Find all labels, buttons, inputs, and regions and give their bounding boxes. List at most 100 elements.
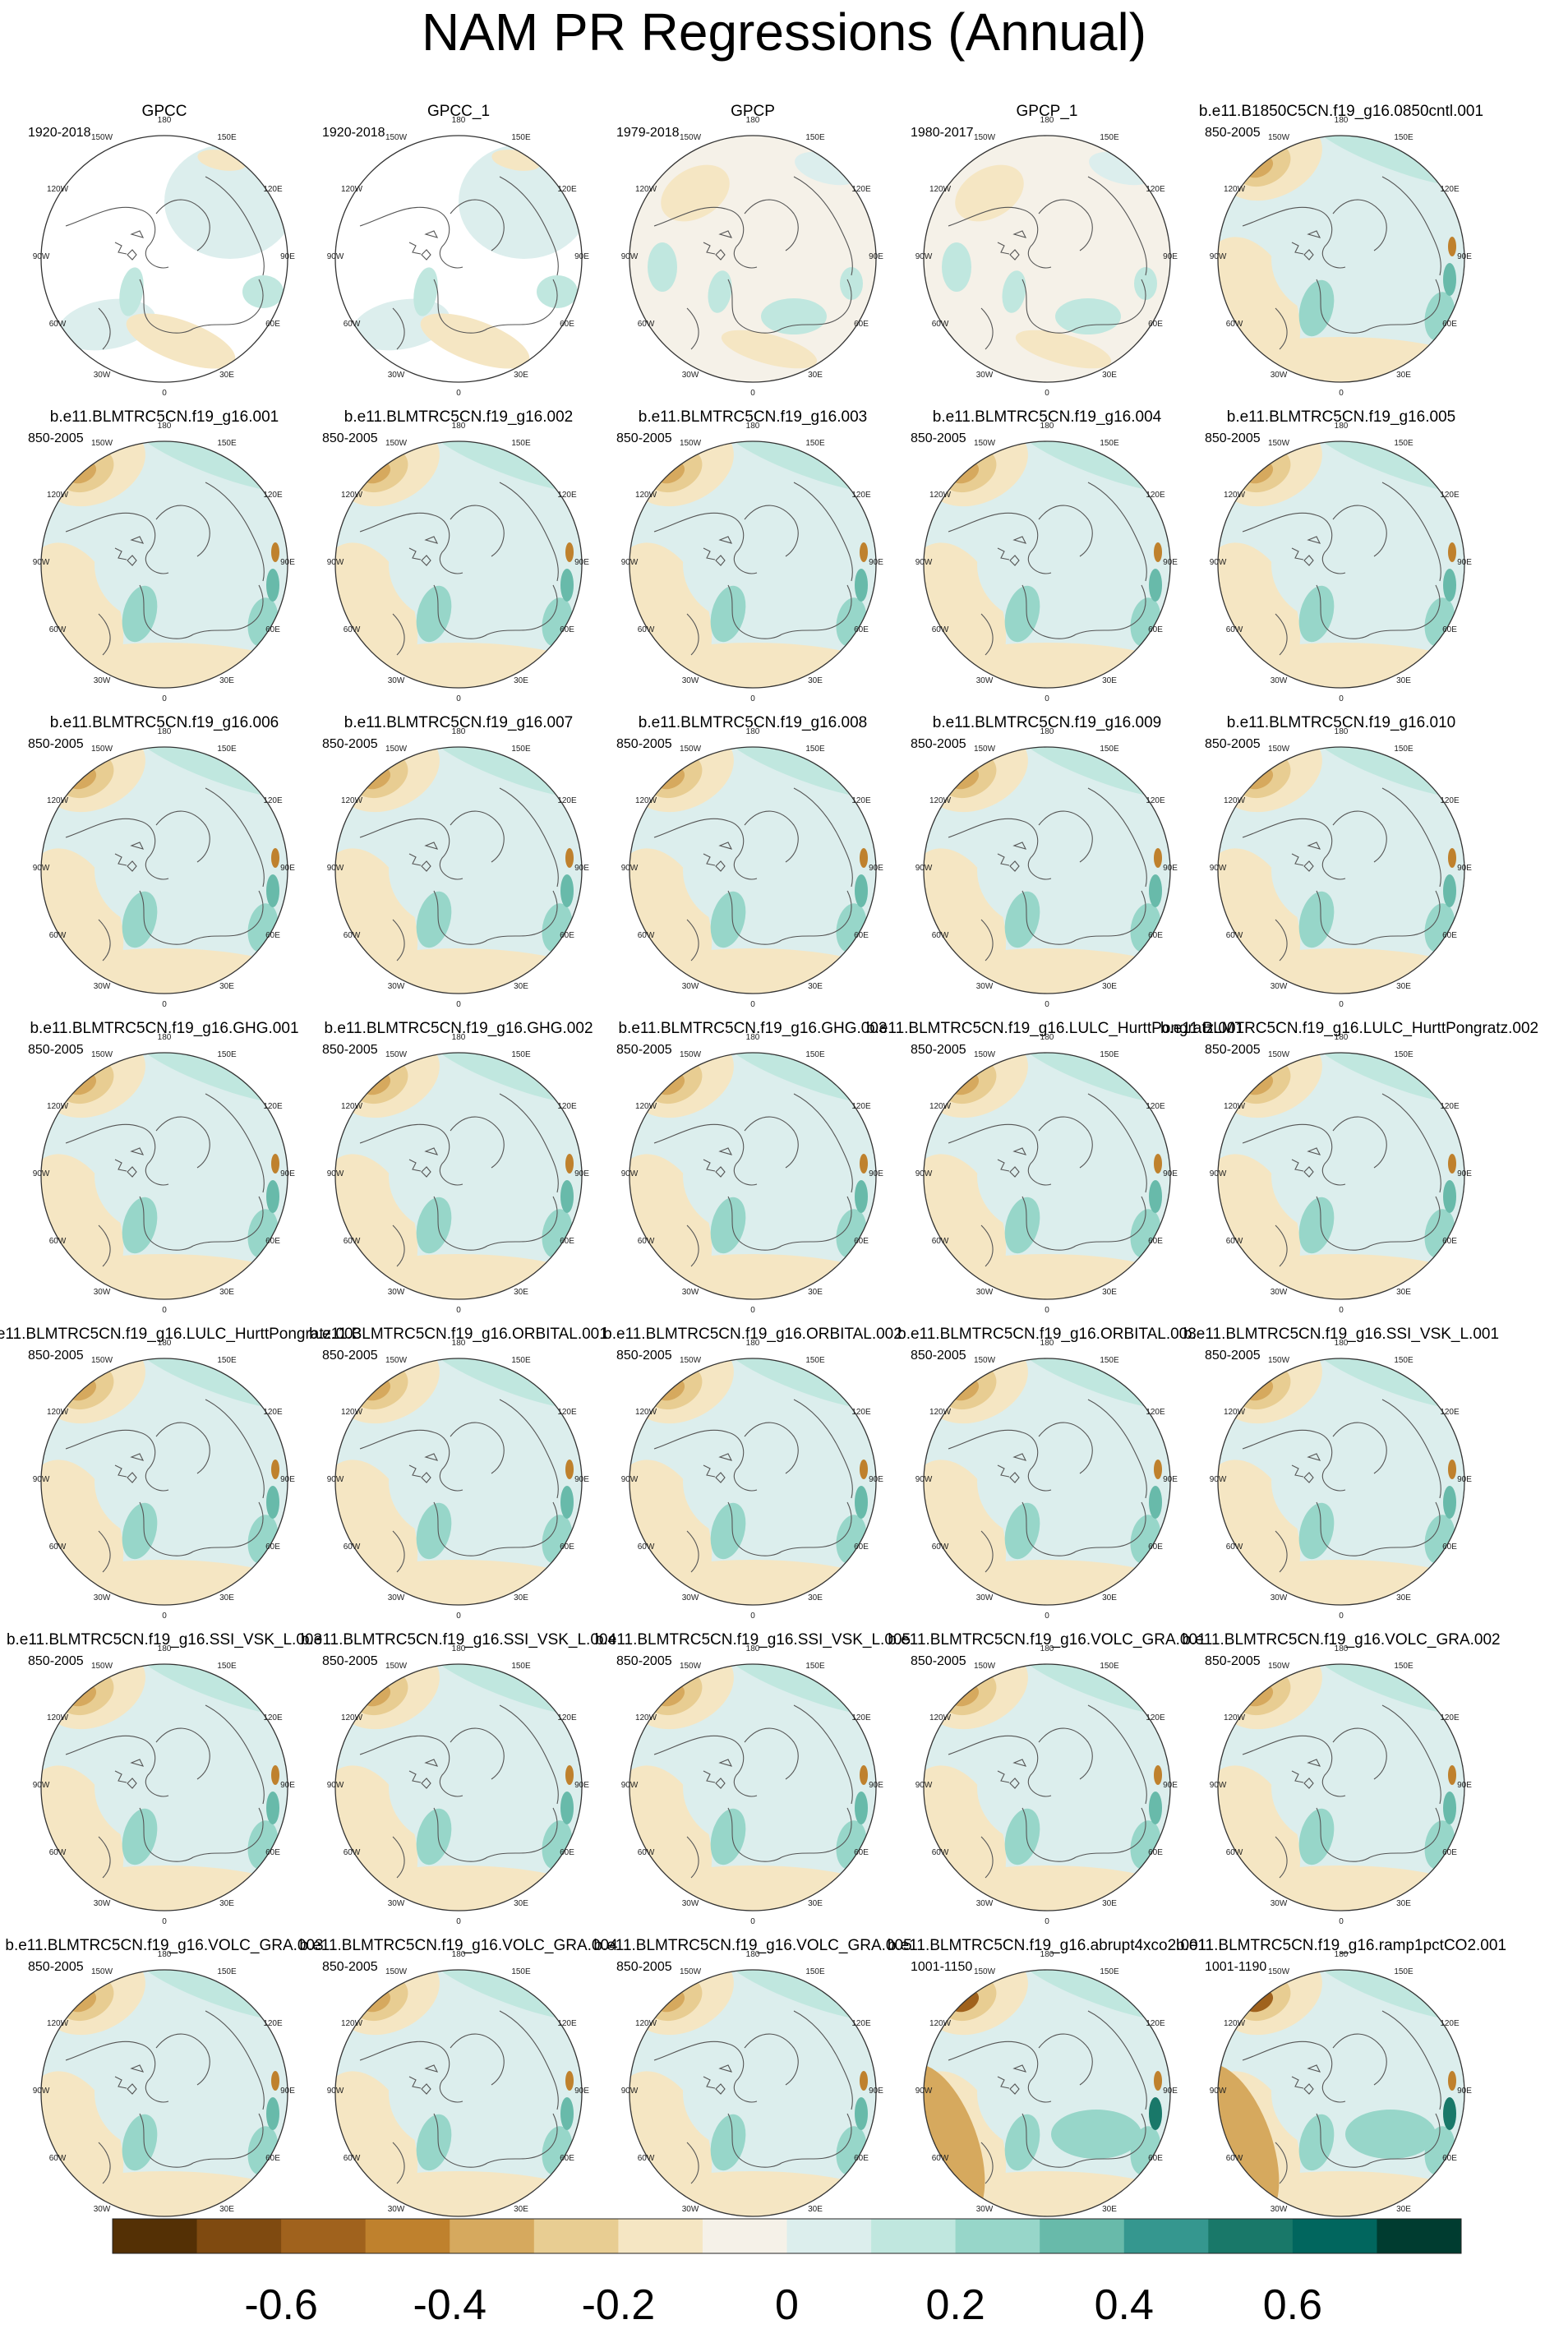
longitude-label: 180	[452, 1339, 466, 1348]
longitude-label: 120W	[47, 1408, 69, 1417]
colorbar-tick-label: 0	[775, 2281, 799, 2329]
longitude-label: 150W	[680, 439, 702, 448]
longitude-label: 60W	[932, 1543, 949, 1552]
longitude-label: 0	[1339, 389, 1344, 398]
longitude-label: 60W	[344, 931, 361, 940]
longitude-label: 120W	[929, 185, 952, 194]
longitude-label: 60E	[854, 1848, 869, 1857]
longitude-label: 60W	[49, 931, 67, 940]
longitude-label: 150E	[217, 745, 237, 754]
coastline	[948, 2041, 1052, 2103]
longitude-label: 30E	[808, 1899, 823, 1908]
coastline	[408, 1147, 439, 1178]
longitude-label: 180	[746, 1033, 760, 1042]
anomaly-region	[924, 948, 1170, 994]
panel-title: b.e11.BLMTRC5CN.f19_g16.SSI_VSK_L.004	[300, 1631, 617, 1649]
longitude-label: 60E	[560, 1543, 574, 1552]
longitude-label: 30W	[1271, 1288, 1288, 1297]
map-panel: b.e11.BLMTRC5CN.f19_g16.SSI_VSK_L.004 180…	[301, 1631, 616, 1939]
coastline	[781, 2113, 852, 2164]
anomaly-region	[840, 267, 863, 300]
longitude-label: 180	[1335, 116, 1349, 125]
longitude-label: 90W	[327, 864, 344, 873]
longitude-label: 30W	[94, 982, 111, 991]
coastline	[653, 1429, 758, 1492]
longitude-label: 120W	[47, 491, 69, 500]
anomaly-region	[122, 585, 158, 643]
longitude-label: 30W	[388, 2205, 405, 2214]
coastline	[1075, 1501, 1146, 1552]
coastline	[408, 1759, 439, 1789]
longitude-label: 90E	[869, 1781, 883, 1790]
map-panel: b.e11.BLMTRC5CN.f19_g16.ORBITAL.003 180 15…	[897, 1326, 1197, 1634]
longitude-label: 150W	[974, 1356, 996, 1365]
anomaly-region	[977, 1424, 1100, 1539]
coastline	[781, 279, 852, 330]
anomaly-region	[1218, 1254, 1464, 1299]
coastline	[155, 1727, 210, 1780]
longitude-label: 150W	[1268, 133, 1290, 142]
longitude-label: 90E	[1457, 864, 1472, 873]
longitude-label: 30W	[976, 2205, 994, 2214]
longitude-label: 180	[1040, 1644, 1054, 1653]
longitude-label: 120E	[557, 1408, 577, 1417]
longitude-label: 150E	[511, 1662, 531, 1671]
longitude-label: 150W	[1268, 1050, 1290, 1059]
longitude-label: 120E	[263, 1102, 283, 1111]
anomaly-region	[942, 242, 971, 292]
coastline	[744, 1422, 799, 1474]
map-boundary	[923, 1052, 1171, 1300]
panel-period: 850-2005	[911, 737, 966, 751]
longitude-label: 30E	[219, 982, 234, 991]
anomaly-region	[1154, 848, 1162, 868]
coastline	[98, 1836, 111, 1879]
longitude-label: 90W	[327, 1475, 344, 1484]
anomaly-region	[565, 1460, 574, 1479]
colorbar-tick-label: 0.6	[1263, 2281, 1322, 2329]
panel-period: 850-2005	[1205, 126, 1261, 140]
anomaly-region	[855, 1486, 868, 1519]
coastline	[487, 2113, 558, 2164]
longitude-label: 180	[452, 727, 466, 736]
longitude-label: 90E	[1457, 558, 1472, 567]
map-panel: b.e11.BLMTRC5CN.f19_g16.GHG.002 180 150W 15…	[311, 1020, 606, 1328]
coastline	[408, 1453, 439, 1483]
coastline	[1275, 307, 1288, 350]
longitude-label: 90W	[621, 2087, 639, 2096]
longitude-label: 60W	[638, 1543, 655, 1552]
polar-map: 180 150W 150E 120W 120E 90W 90E 60W 60E 30W 30E 0	[915, 422, 1178, 703]
longitude-label: 90E	[869, 252, 883, 261]
coastline	[1038, 810, 1093, 863]
longitude-label: 0	[750, 1000, 755, 1009]
anomaly-region	[1298, 1808, 1335, 1865]
longitude-label: 90W	[33, 1169, 50, 1178]
polar-map: 180 150W 150E 120W 120E 90W 90E 60W 60E 30W 30E 0	[621, 422, 884, 703]
coastline	[98, 1224, 111, 1267]
anomaly-region	[1448, 1460, 1456, 1479]
panel-title: b.e11.BLMTRC5CN.f19_g16.005	[1226, 408, 1456, 426]
coastline	[192, 2113, 264, 2164]
longitude-label: 150W	[974, 439, 996, 448]
longitude-label: 150E	[217, 439, 237, 448]
longitude-label: 90E	[1457, 2087, 1472, 2096]
coastline	[980, 1224, 994, 1267]
anomaly-region	[122, 1502, 158, 1560]
panel-period: 850-2005	[1205, 737, 1261, 751]
coastline	[499, 787, 559, 888]
longitude-label: 150E	[1100, 1967, 1119, 1976]
anomaly-region	[413, 267, 438, 316]
map-boundary	[1217, 1358, 1465, 1606]
longitude-label: 60W	[1226, 1848, 1243, 1857]
panel-period: 850-2005	[616, 737, 672, 751]
longitude-label: 150W	[385, 1356, 408, 1365]
longitude-label: 90E	[1457, 1781, 1472, 1790]
longitude-label: 120W	[1224, 185, 1246, 194]
longitude-label: 30W	[388, 1288, 405, 1297]
longitude-label: 90W	[915, 1475, 933, 1484]
anomaly-region	[271, 1460, 279, 1479]
longitude-label: 0	[456, 389, 461, 398]
coastline	[1316, 1501, 1371, 1556]
longitude-label: 120W	[929, 796, 952, 805]
longitude-label: 120E	[1146, 491, 1165, 500]
longitude-label: 60E	[560, 320, 574, 329]
